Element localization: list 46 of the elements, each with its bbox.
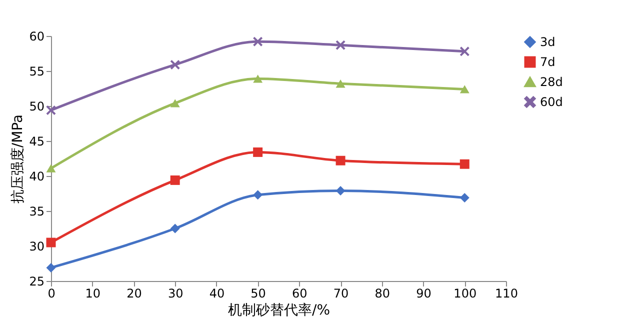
x-tick-label: 100 [454, 286, 477, 300]
legend-label: 28d [540, 75, 563, 89]
point [170, 175, 180, 185]
point [46, 238, 56, 248]
y-tick-label: 45 [29, 134, 44, 148]
y-tick-label: 60 [29, 30, 44, 44]
legend-label: 3d [540, 35, 556, 49]
point [253, 36, 263, 46]
point [336, 156, 346, 166]
point [170, 99, 180, 108]
legend-label: 60d [540, 95, 563, 109]
point [170, 224, 180, 234]
x-tick-label: 60 [292, 286, 308, 300]
y-tick-label: 40 [29, 170, 44, 184]
x-tick-label: 110 [495, 286, 518, 300]
x-tick-label: 10 [85, 286, 101, 300]
x-tick-label: 50 [250, 286, 266, 300]
y-tick-label: 50 [29, 100, 44, 114]
x-axis-title: 机制砂替代率/% [228, 302, 330, 318]
point [46, 262, 56, 272]
point [460, 85, 470, 94]
x-tick-label: 0 [48, 286, 56, 300]
point [336, 79, 346, 88]
x-tick-label: 30 [168, 286, 184, 300]
point [253, 147, 263, 157]
x-tick-label: 40 [209, 286, 225, 300]
y-tick-label: 30 [29, 240, 44, 254]
y-tick-label: 55 [29, 64, 44, 78]
point [460, 46, 470, 56]
point [46, 164, 56, 172]
x-tick-label: 70 [333, 286, 349, 300]
x-tick-label: 90 [416, 286, 432, 300]
point [460, 192, 470, 202]
point [336, 186, 346, 196]
x-tick-label: 80 [374, 286, 390, 300]
y-tick-label: 25 [29, 274, 44, 288]
point [336, 40, 346, 50]
x-tick-label: 20 [126, 286, 142, 300]
point [253, 190, 263, 200]
point [170, 60, 180, 70]
y-tick-label: 35 [29, 204, 44, 218]
point [460, 159, 470, 169]
point [46, 105, 56, 115]
point [253, 74, 263, 83]
legend-label: 7d [540, 55, 556, 69]
y-axis-title: 抗压强度/MPa [10, 114, 26, 204]
